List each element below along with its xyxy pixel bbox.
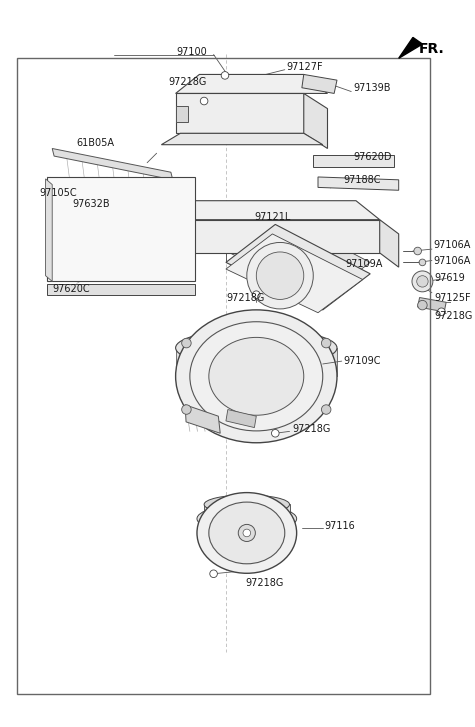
Text: 97139B: 97139B (353, 83, 390, 93)
Text: 97218G: 97218G (169, 77, 207, 87)
Text: 97121L: 97121L (255, 212, 291, 222)
Polygon shape (46, 179, 52, 281)
Text: 97632B: 97632B (72, 198, 110, 209)
Ellipse shape (209, 337, 304, 415)
Circle shape (256, 252, 304, 300)
Polygon shape (418, 297, 446, 312)
Polygon shape (176, 94, 304, 133)
Circle shape (210, 570, 218, 577)
Text: 97218G: 97218G (435, 310, 473, 321)
Polygon shape (176, 74, 327, 94)
Polygon shape (226, 213, 370, 299)
Polygon shape (147, 191, 166, 204)
Text: 61B05A: 61B05A (76, 138, 114, 148)
Circle shape (419, 259, 426, 266)
Text: 97620C: 97620C (52, 284, 90, 294)
Polygon shape (176, 348, 190, 377)
Ellipse shape (197, 505, 297, 533)
Circle shape (437, 308, 445, 316)
Polygon shape (204, 505, 290, 518)
Circle shape (221, 71, 229, 79)
Circle shape (418, 300, 427, 310)
Polygon shape (52, 148, 173, 180)
Polygon shape (399, 37, 422, 58)
Text: 97218G: 97218G (293, 424, 331, 433)
Circle shape (322, 338, 331, 348)
Ellipse shape (176, 329, 337, 367)
Polygon shape (318, 177, 399, 190)
Text: 97116: 97116 (324, 521, 355, 531)
Text: 97106A: 97106A (434, 241, 471, 250)
Text: 97100: 97100 (176, 47, 207, 57)
Polygon shape (185, 405, 220, 433)
Polygon shape (313, 155, 394, 167)
Polygon shape (226, 409, 256, 427)
Circle shape (253, 291, 260, 299)
Text: FR.: FR. (418, 42, 444, 56)
Ellipse shape (197, 493, 297, 574)
Circle shape (412, 271, 433, 292)
Bar (48, 177, 195, 281)
Ellipse shape (204, 495, 290, 514)
Circle shape (414, 247, 421, 254)
Text: 97106A: 97106A (434, 255, 471, 265)
Polygon shape (142, 220, 380, 253)
Ellipse shape (209, 502, 285, 564)
Circle shape (238, 524, 256, 542)
Polygon shape (162, 133, 323, 145)
Circle shape (181, 405, 191, 414)
Polygon shape (48, 284, 195, 294)
Polygon shape (226, 225, 370, 310)
Text: 97188C: 97188C (343, 174, 381, 185)
Polygon shape (142, 201, 380, 220)
Ellipse shape (176, 310, 337, 443)
Text: 97125F: 97125F (435, 294, 471, 303)
Text: 97619: 97619 (435, 273, 466, 283)
Polygon shape (176, 105, 188, 122)
Polygon shape (380, 220, 399, 267)
Polygon shape (323, 348, 337, 377)
Text: 97218G: 97218G (245, 578, 283, 588)
Circle shape (200, 97, 208, 105)
Text: 97620D: 97620D (353, 152, 391, 162)
Polygon shape (302, 74, 337, 94)
Circle shape (181, 338, 191, 348)
Circle shape (243, 529, 251, 537)
Polygon shape (304, 94, 327, 148)
Circle shape (272, 430, 279, 437)
Text: 97109A: 97109A (345, 260, 383, 269)
Polygon shape (52, 182, 149, 201)
Circle shape (322, 405, 331, 414)
Polygon shape (226, 234, 362, 313)
Ellipse shape (190, 322, 323, 431)
Circle shape (247, 243, 313, 309)
Text: 97127F: 97127F (287, 62, 323, 72)
Text: 97105C: 97105C (40, 188, 77, 198)
Circle shape (417, 276, 428, 287)
Text: 97109C: 97109C (343, 356, 381, 366)
Text: 97218G: 97218G (226, 294, 264, 303)
